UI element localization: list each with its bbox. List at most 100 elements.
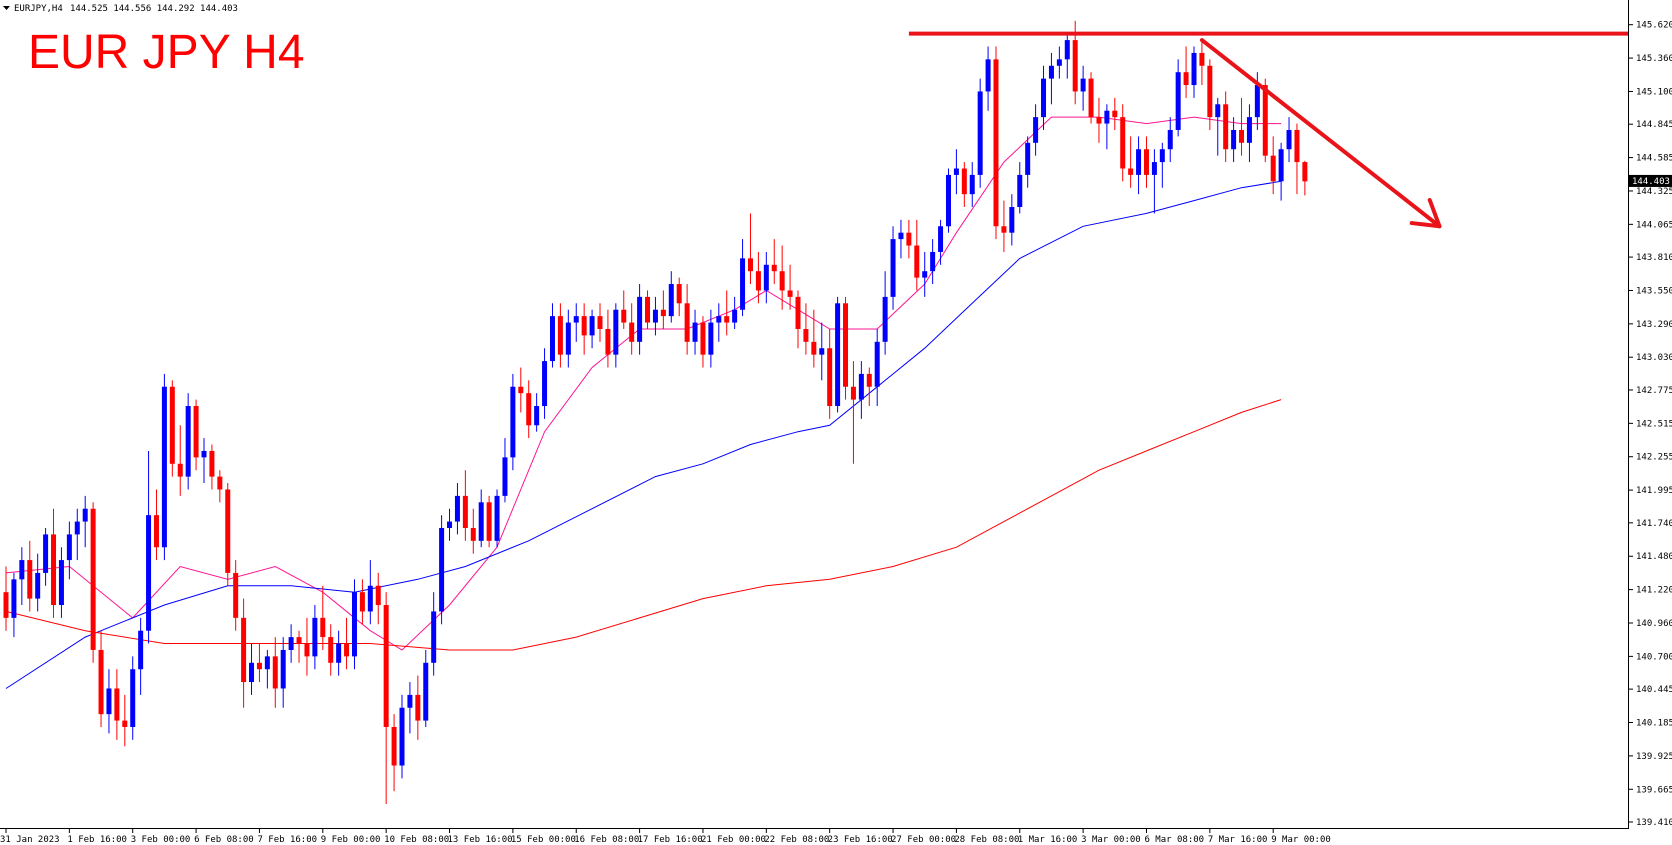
candle	[209, 444, 215, 490]
dropdown-triangle-icon[interactable]	[3, 6, 10, 10]
candle-body	[439, 527, 445, 612]
candle-body	[1041, 78, 1047, 118]
candle-body	[486, 502, 492, 541]
candle	[304, 617, 310, 676]
time-tick-label: 3 Mar 00:00	[1081, 835, 1141, 845]
candle-body	[922, 271, 928, 278]
candle-body	[233, 572, 239, 618]
candle-body	[1104, 110, 1110, 124]
candle	[439, 515, 445, 625]
time-tick-label: 31 Jan 2023	[0, 835, 60, 845]
chart-title: EUR JPY H4	[28, 26, 305, 79]
candle	[890, 226, 896, 310]
candle-body	[359, 592, 365, 612]
candle	[692, 309, 698, 355]
candle	[351, 579, 357, 670]
candle	[27, 540, 33, 612]
candle	[35, 553, 41, 612]
candle	[146, 450, 152, 644]
candle	[1009, 194, 1015, 246]
candle	[1128, 136, 1134, 188]
candle-body	[1056, 59, 1062, 66]
candle-body	[771, 264, 777, 272]
time-tick-label: 15 Feb 00:00	[511, 835, 576, 845]
price-tick-label: 144.325	[1636, 187, 1672, 197]
candle	[201, 438, 207, 484]
candle	[153, 489, 159, 561]
candle-body	[811, 341, 817, 355]
candle	[985, 46, 991, 111]
ma-slow-line	[5, 399, 1282, 651]
candle-body	[621, 309, 627, 323]
price-tick-label: 142.515	[1636, 419, 1672, 429]
candle-body	[605, 328, 611, 355]
price-tick-label: 144.585	[1636, 154, 1672, 164]
candle-body	[518, 386, 524, 394]
candle-body	[114, 688, 120, 721]
candle-body	[1246, 117, 1252, 143]
candle	[1033, 104, 1039, 156]
candle	[1167, 117, 1173, 163]
candle-body	[1096, 117, 1102, 124]
candle	[312, 605, 318, 670]
candle-body	[447, 521, 453, 528]
candle-body	[652, 309, 658, 323]
candle	[565, 309, 571, 368]
candle-body	[1088, 78, 1094, 118]
candle-body	[660, 309, 666, 317]
candle-body	[977, 91, 983, 175]
candle	[478, 489, 484, 548]
time-tick-label: 1 Mar 16:00	[1018, 835, 1078, 845]
time-tick-label: 6 Mar 08:00	[1144, 835, 1204, 845]
candle	[716, 303, 722, 342]
candle	[1294, 123, 1300, 195]
candle-body	[296, 637, 302, 644]
candle	[98, 630, 104, 727]
candle	[652, 296, 658, 336]
candle-body	[597, 316, 603, 329]
candle-body	[740, 258, 746, 310]
candle	[1207, 59, 1213, 130]
candle-body	[1175, 72, 1181, 130]
candle-body	[193, 406, 199, 458]
candle	[700, 316, 706, 368]
candle-body	[827, 348, 833, 407]
candle-body	[130, 669, 136, 727]
candle-body	[961, 168, 967, 195]
candle-body	[692, 322, 698, 342]
candle-body	[835, 303, 841, 407]
candle-body	[779, 271, 785, 291]
candle	[328, 624, 334, 676]
candle-body	[1048, 65, 1054, 79]
price-tick-label: 143.030	[1636, 353, 1672, 363]
candle	[1136, 136, 1142, 195]
candle-body	[43, 534, 49, 573]
candle-body	[945, 174, 951, 227]
candle-body	[161, 386, 167, 548]
candle-body	[1151, 162, 1157, 175]
candle	[866, 367, 872, 407]
candle	[549, 303, 555, 368]
candle	[819, 322, 825, 381]
time-tick-label: 27 Feb 00:00	[891, 835, 956, 845]
time-tick-label: 21 Feb 00:00	[701, 835, 766, 845]
candle-body	[1223, 104, 1229, 150]
candle	[510, 373, 516, 471]
candle-body	[209, 450, 215, 477]
candle	[1025, 136, 1031, 188]
candle-body	[375, 585, 381, 606]
candle	[993, 46, 999, 240]
time-tick-label: 1 Feb 16:00	[67, 835, 127, 845]
candle	[494, 489, 500, 548]
candle	[177, 425, 183, 496]
candle-body	[399, 707, 405, 766]
candle-body	[866, 373, 872, 387]
price-axis: 145.620 145.360 145.100 144.845 144.585 144.3…	[1628, 21, 1672, 828]
candle-body	[185, 406, 191, 477]
candle-body	[938, 226, 944, 252]
candle-body	[1199, 52, 1205, 66]
candle-body	[1159, 149, 1165, 163]
candle	[1239, 97, 1245, 156]
price-tick-label: 140.960	[1636, 619, 1672, 629]
